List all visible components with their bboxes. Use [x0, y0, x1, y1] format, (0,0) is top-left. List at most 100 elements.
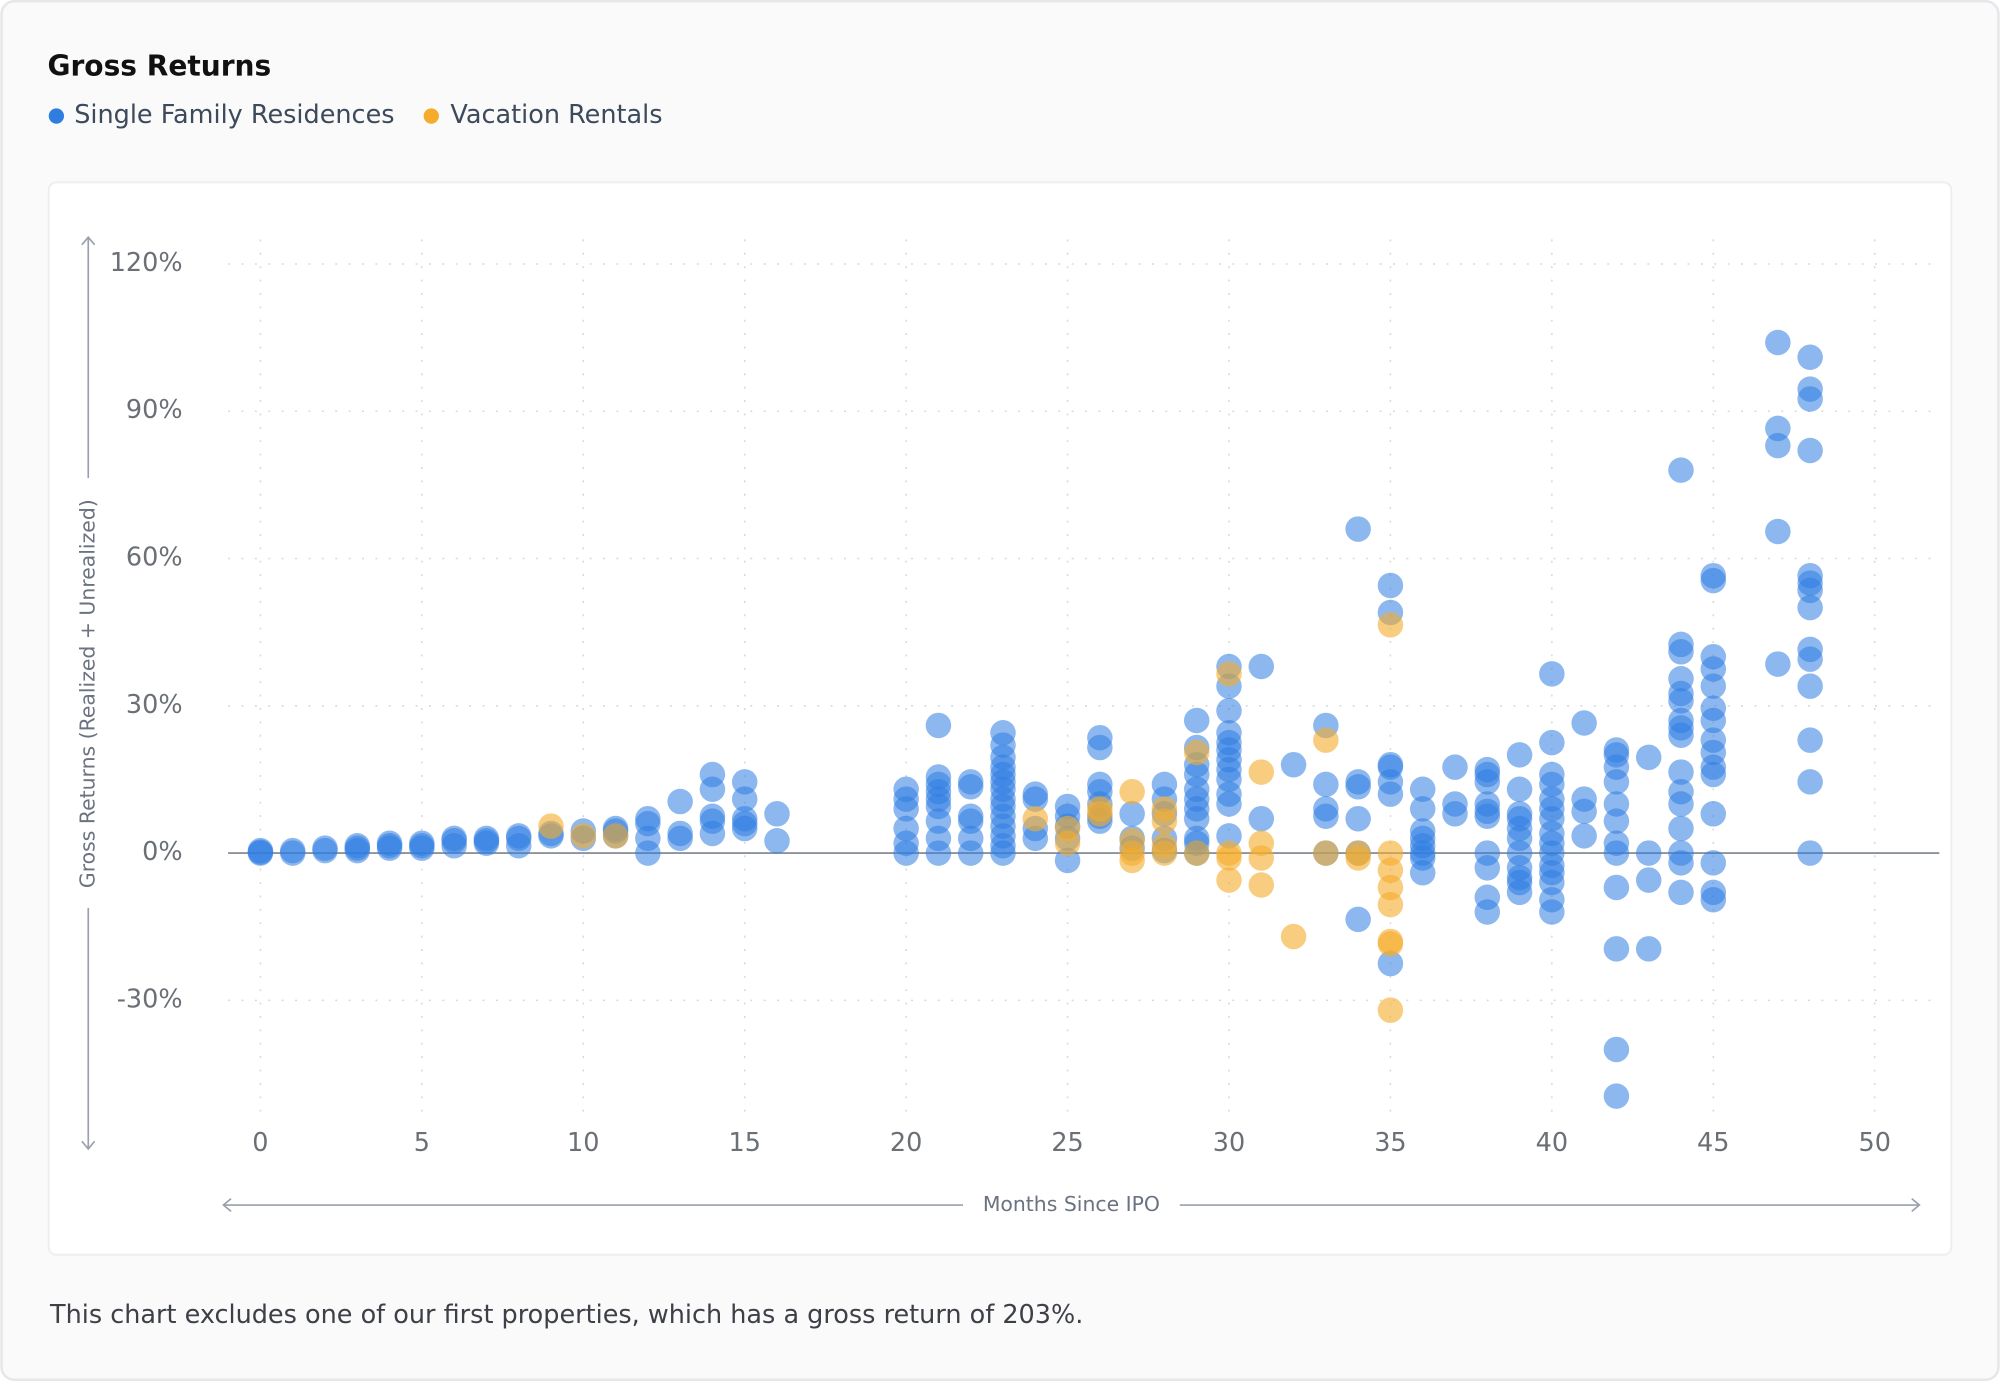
y-tick-label: 60%	[126, 543, 183, 573]
point	[1668, 759, 1694, 785]
point	[635, 840, 661, 866]
point	[1571, 798, 1597, 825]
x-tick-label: 10	[567, 1128, 599, 1158]
point	[1377, 891, 1404, 918]
point	[1377, 572, 1404, 599]
point	[731, 786, 758, 812]
point	[667, 788, 693, 815]
point	[1183, 840, 1210, 866]
point	[1539, 661, 1565, 687]
point	[1345, 805, 1371, 832]
x-tick-label: 30	[1213, 1128, 1245, 1158]
point	[1216, 867, 1242, 893]
x-tick-label: 15	[728, 1128, 760, 1158]
point	[1668, 722, 1694, 749]
point	[1151, 808, 1178, 834]
x-tick-label: 50	[1858, 1128, 1890, 1158]
y-axis-title: Gross Returns (Realized + Unrealized)	[75, 499, 99, 888]
x-axis-arrow	[222, 1198, 1921, 1213]
point	[1345, 845, 1371, 871]
y-tick-label: 30%	[126, 690, 183, 720]
point	[570, 823, 597, 849]
point	[247, 839, 274, 865]
point	[764, 828, 790, 854]
point	[1313, 840, 1339, 866]
point	[344, 837, 371, 864]
point	[1700, 707, 1727, 734]
point	[538, 813, 564, 839]
point	[1668, 688, 1694, 714]
point	[1603, 808, 1630, 834]
point	[1797, 673, 1823, 699]
point	[1603, 936, 1630, 962]
point	[1797, 594, 1823, 621]
point	[1022, 786, 1049, 812]
point	[376, 835, 403, 861]
legend-label: Single Family Residences	[74, 100, 394, 130]
x-tick-label: 35	[1374, 1128, 1406, 1158]
point	[1506, 879, 1533, 906]
point	[1797, 646, 1823, 672]
point	[1442, 754, 1468, 780]
point	[1765, 518, 1791, 545]
point	[1668, 815, 1694, 842]
point	[1700, 567, 1727, 594]
point	[1119, 778, 1145, 805]
point	[1797, 344, 1823, 370]
point	[1506, 742, 1533, 768]
series-group	[538, 612, 1404, 1023]
point	[505, 823, 532, 849]
point	[1603, 769, 1630, 795]
point	[1345, 516, 1371, 542]
point	[1474, 803, 1501, 830]
point	[1539, 729, 1565, 756]
point	[602, 823, 629, 849]
point	[473, 830, 500, 857]
plot-card	[47, 181, 1953, 1256]
point	[1216, 845, 1242, 871]
point	[1216, 697, 1242, 724]
grid: -30% 0% 30% 60% 90% 120% 0 5 10 15 20 25 30 35 40 45 50	[110, 239, 1940, 1158]
point	[1345, 906, 1371, 933]
point	[1183, 739, 1210, 766]
point	[699, 776, 726, 803]
point	[1797, 727, 1823, 753]
point	[1700, 850, 1727, 876]
point	[1765, 651, 1791, 677]
point	[764, 801, 790, 827]
point	[1022, 805, 1049, 832]
point	[1474, 769, 1501, 795]
point	[1797, 386, 1823, 412]
marks	[247, 329, 1823, 1109]
point	[1248, 845, 1275, 871]
point	[1248, 653, 1275, 680]
point	[1119, 801, 1145, 827]
point	[957, 774, 984, 800]
point	[1183, 707, 1210, 734]
point	[1700, 673, 1727, 699]
point	[1313, 803, 1339, 830]
point	[893, 840, 919, 866]
point	[1409, 796, 1436, 822]
point	[1313, 771, 1339, 798]
point	[893, 796, 919, 822]
point	[1183, 805, 1210, 832]
point	[312, 837, 338, 864]
point	[1603, 840, 1630, 866]
point	[409, 835, 435, 861]
y-tick-label: 120%	[110, 248, 183, 278]
point	[1280, 923, 1307, 950]
point	[1377, 931, 1404, 957]
x-tick-label: 45	[1697, 1128, 1729, 1158]
point	[1668, 639, 1694, 665]
point	[1668, 850, 1694, 876]
point	[1087, 734, 1113, 761]
point	[1216, 791, 1242, 817]
point	[441, 825, 467, 852]
point	[1409, 859, 1436, 886]
point	[1377, 950, 1404, 977]
x-tick-label: 40	[1536, 1128, 1568, 1158]
point	[1022, 825, 1049, 852]
point	[1377, 997, 1404, 1023]
point	[1765, 432, 1791, 459]
